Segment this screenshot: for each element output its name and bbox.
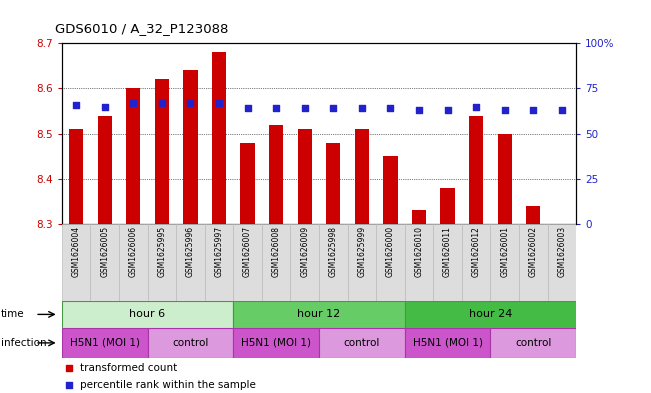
Text: GSM1626010: GSM1626010: [415, 226, 424, 277]
Bar: [233, 328, 319, 358]
Bar: [184, 70, 197, 224]
Text: GSM1626003: GSM1626003: [557, 226, 566, 277]
Text: hour 12: hour 12: [298, 309, 340, 320]
Bar: [434, 224, 462, 301]
Point: [299, 105, 310, 112]
Bar: [69, 129, 83, 224]
Text: GSM1625997: GSM1625997: [214, 226, 223, 277]
Bar: [348, 224, 376, 301]
Point: [442, 107, 452, 113]
Bar: [376, 224, 405, 301]
Text: infection: infection: [1, 338, 46, 348]
Bar: [412, 211, 426, 224]
Point: [271, 105, 281, 112]
Text: GSM1626004: GSM1626004: [72, 226, 81, 277]
Bar: [405, 224, 434, 301]
Text: control: control: [515, 338, 551, 348]
Bar: [176, 224, 204, 301]
Point: [185, 100, 195, 106]
Bar: [526, 206, 540, 224]
Bar: [155, 79, 169, 224]
Bar: [405, 301, 576, 328]
Bar: [355, 129, 369, 224]
Text: GSM1626007: GSM1626007: [243, 226, 252, 277]
Point: [312, 301, 323, 308]
Point: [414, 107, 424, 113]
Bar: [497, 134, 512, 224]
Point: [71, 101, 81, 108]
Bar: [469, 116, 483, 224]
Point: [528, 107, 538, 113]
Point: [499, 107, 510, 113]
Bar: [298, 129, 312, 224]
Bar: [405, 328, 490, 358]
Bar: [126, 88, 141, 224]
Bar: [212, 52, 226, 224]
Text: GSM1626001: GSM1626001: [500, 226, 509, 277]
Text: control: control: [344, 338, 380, 348]
Bar: [119, 224, 148, 301]
Text: GSM1625996: GSM1625996: [186, 226, 195, 277]
Text: hour 24: hour 24: [469, 309, 512, 320]
Text: percentile rank within the sample: percentile rank within the sample: [80, 380, 256, 390]
Bar: [98, 116, 112, 224]
Bar: [62, 224, 90, 301]
Bar: [233, 301, 405, 328]
Text: GSM1626008: GSM1626008: [271, 226, 281, 277]
Point: [100, 103, 110, 110]
Text: GDS6010 / A_32_P123088: GDS6010 / A_32_P123088: [55, 22, 229, 35]
Point: [214, 100, 224, 106]
Bar: [490, 224, 519, 301]
Text: GSM1626009: GSM1626009: [300, 226, 309, 277]
Text: GSM1625995: GSM1625995: [158, 226, 167, 277]
Point: [328, 105, 339, 112]
Bar: [383, 156, 398, 224]
Text: H5N1 (MOI 1): H5N1 (MOI 1): [241, 338, 311, 348]
Bar: [240, 143, 255, 224]
Bar: [326, 143, 340, 224]
Bar: [148, 328, 233, 358]
Bar: [204, 224, 233, 301]
Bar: [62, 301, 233, 328]
Point: [312, 141, 323, 147]
Text: control: control: [173, 338, 208, 348]
Bar: [148, 224, 176, 301]
Point: [157, 100, 167, 106]
Text: GSM1626002: GSM1626002: [529, 226, 538, 277]
Text: transformed count: transformed count: [80, 362, 178, 373]
Point: [357, 105, 367, 112]
Bar: [262, 224, 290, 301]
Point: [128, 100, 139, 106]
Text: GSM1626000: GSM1626000: [386, 226, 395, 277]
Text: GSM1626005: GSM1626005: [100, 226, 109, 277]
Point: [471, 103, 481, 110]
Bar: [441, 188, 454, 224]
Text: H5N1 (MOI 1): H5N1 (MOI 1): [413, 338, 482, 348]
Text: hour 6: hour 6: [130, 309, 165, 320]
Bar: [269, 125, 283, 224]
Text: GSM1625998: GSM1625998: [329, 226, 338, 277]
Text: GSM1626011: GSM1626011: [443, 226, 452, 277]
Bar: [319, 224, 348, 301]
Bar: [462, 224, 490, 301]
Text: H5N1 (MOI 1): H5N1 (MOI 1): [70, 338, 140, 348]
Bar: [519, 224, 547, 301]
Bar: [62, 328, 148, 358]
Text: GSM1626006: GSM1626006: [129, 226, 138, 277]
Bar: [490, 328, 576, 358]
Point: [242, 105, 253, 112]
Point: [385, 105, 396, 112]
Bar: [547, 224, 576, 301]
Bar: [90, 224, 119, 301]
Point: [557, 107, 567, 113]
Bar: [233, 224, 262, 301]
Text: time: time: [1, 309, 24, 320]
Text: GSM1625999: GSM1625999: [357, 226, 367, 277]
Bar: [319, 328, 405, 358]
Text: GSM1626012: GSM1626012: [471, 226, 480, 277]
Bar: [290, 224, 319, 301]
